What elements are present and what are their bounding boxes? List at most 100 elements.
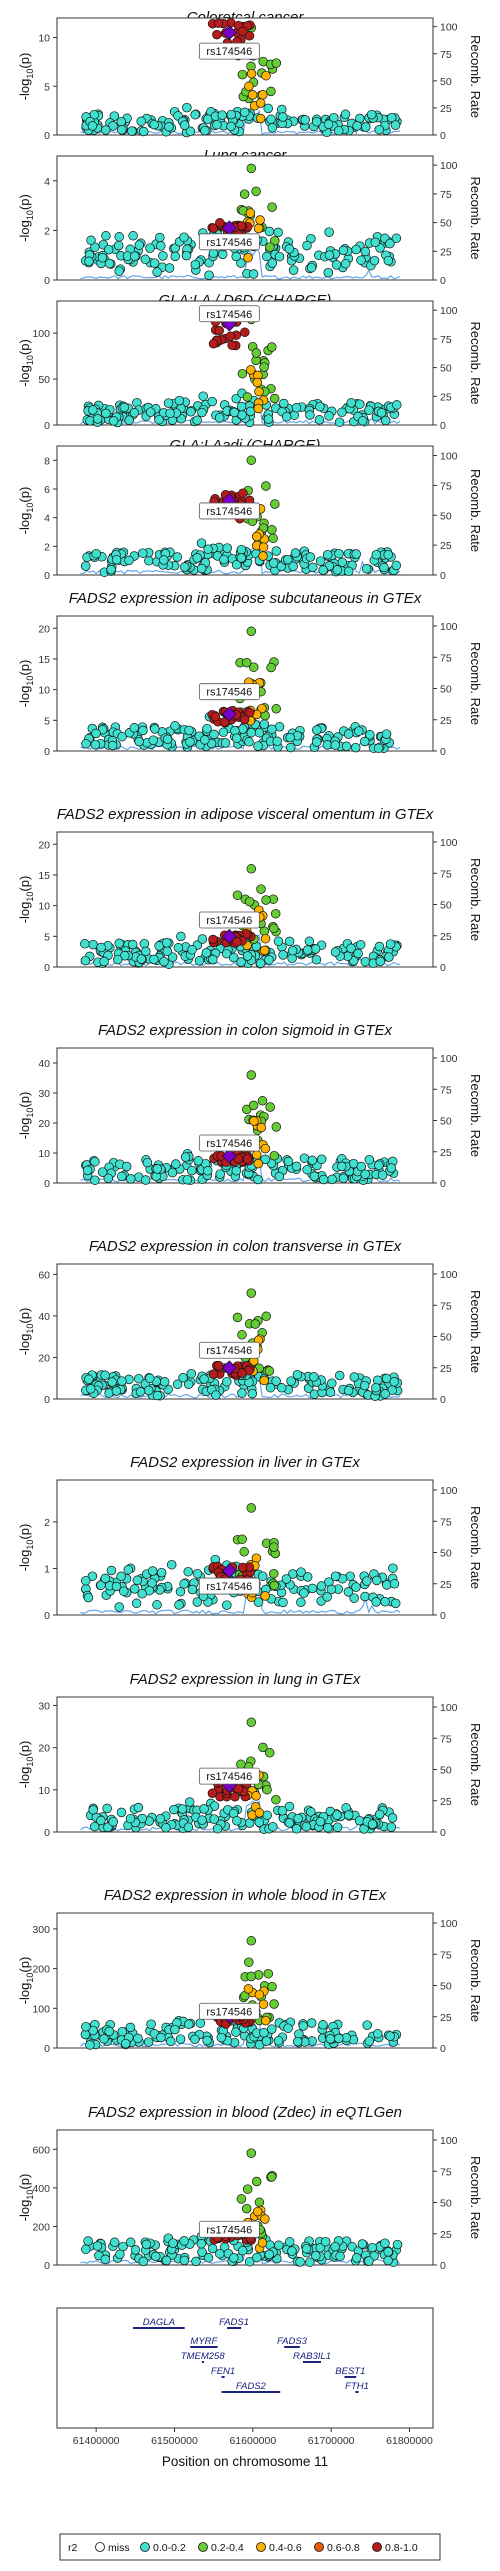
snp-point (153, 1600, 162, 1609)
y-tick-label: 0 (44, 2260, 50, 2272)
panel-title: FADS2 expression in lung in GTEx (130, 1671, 361, 1688)
snp-point (149, 736, 158, 745)
panel-1: Coloretcal cancer05100255075100-log10(p)… (17, 9, 483, 142)
snp-point (125, 416, 134, 425)
lead-snp-label: rs174546 (206, 2224, 252, 2236)
snp-point (248, 1389, 257, 1398)
snp-point (103, 1804, 112, 1813)
recomb-rate-label: Recomb. Rate (468, 1506, 483, 1589)
right-tick-label: 100 (440, 451, 458, 463)
snp-point (270, 394, 279, 403)
y-label-log: -log (17, 365, 32, 387)
snp-point (186, 738, 195, 747)
snp-point (250, 1117, 259, 1126)
snp-point (245, 897, 254, 906)
y-axis-label: -log10(p) (17, 1524, 35, 1572)
snp-point (258, 90, 267, 99)
snp-point (272, 1377, 281, 1386)
y-label-p: (p) (17, 2174, 32, 2190)
snp-point (232, 1166, 241, 1175)
y-tick-label: 2 (44, 225, 50, 237)
snp-point (165, 264, 174, 273)
snp-point (335, 1371, 344, 1380)
y-axis-label: -log10(p) (17, 339, 35, 387)
snp-point (252, 532, 261, 541)
snp-point (310, 1172, 319, 1181)
snp-point (122, 1162, 131, 1171)
right-tick-label: 75 (440, 1733, 452, 1745)
snp-point (265, 2250, 274, 2259)
snp-point (267, 2025, 276, 2034)
snp-point (244, 1985, 253, 1994)
snp-point (376, 957, 385, 966)
snp-point (312, 117, 321, 126)
snp-point (93, 415, 102, 424)
snp-point (165, 122, 174, 131)
legend-swatch (199, 2543, 208, 2552)
y-tick-label: 8 (44, 455, 50, 467)
snp-point (84, 1593, 93, 1602)
snp-point (218, 111, 227, 120)
snp-point (266, 1103, 275, 1112)
snp-point (238, 1563, 247, 1572)
snp-point (253, 2207, 262, 2216)
snp-point (347, 399, 356, 408)
snp-point (334, 2034, 343, 2043)
snp-point (305, 937, 314, 946)
snp-point (254, 224, 263, 233)
snp-point (261, 1592, 270, 1601)
snp-point (242, 2204, 251, 2213)
snp-point (247, 69, 256, 78)
snp-point (254, 1175, 263, 1184)
snp-point (130, 252, 139, 261)
gene-label: FEN1 (211, 2366, 235, 2377)
snp-point (180, 233, 189, 242)
snp-point (204, 545, 213, 554)
snp-point (231, 1792, 240, 1801)
snp-point (243, 2185, 252, 2194)
right-tick-label: 50 (440, 218, 452, 230)
snp-point (247, 1504, 256, 1513)
snp-point (237, 2195, 246, 2204)
snp-point (386, 239, 395, 248)
snp-point (302, 2244, 311, 2253)
y-label-log: -log (17, 513, 32, 535)
y-tick-label: 10 (38, 1148, 50, 1160)
y-tick-label: 50 (38, 374, 50, 386)
snp-point (326, 2035, 335, 2044)
snp-point (201, 126, 210, 135)
snp-point (170, 1805, 179, 1814)
snp-point (333, 566, 342, 575)
gene-fth1: FTH1 (345, 2381, 369, 2392)
snp-point (166, 2037, 175, 2046)
snp-point (316, 1817, 325, 1826)
snp-point (117, 1172, 126, 1181)
snp-point (200, 1805, 209, 1814)
snp-point (183, 1175, 192, 1184)
y-label-log: -log (17, 1118, 32, 1140)
snp-point (184, 1380, 193, 1389)
lead-snp-label: rs174546 (206, 1345, 252, 1357)
snp-point (143, 1158, 152, 1167)
snp-point (352, 550, 361, 559)
snp-point (197, 2239, 206, 2248)
snp-point (324, 268, 333, 277)
snp-point (303, 1165, 312, 1174)
snp-point (98, 253, 107, 262)
y-tick-label: 0 (44, 962, 50, 974)
snp-point (306, 2258, 315, 2267)
snp-point (296, 2258, 305, 2267)
snp-point (294, 1814, 303, 1823)
snp-point (303, 241, 312, 250)
snp-point (253, 2253, 262, 2262)
snp-point (267, 663, 276, 672)
x-tick-label: 61400000 (73, 2435, 120, 2447)
snp-point (191, 110, 200, 119)
y-tick-label: 30 (38, 1700, 50, 1712)
snp-point (255, 728, 264, 737)
snp-point (258, 1096, 267, 1105)
snp-point (187, 1369, 196, 1378)
right-tick-label: 100 (440, 621, 458, 633)
snp-point (168, 1168, 177, 1177)
snp-point (171, 1160, 180, 1169)
